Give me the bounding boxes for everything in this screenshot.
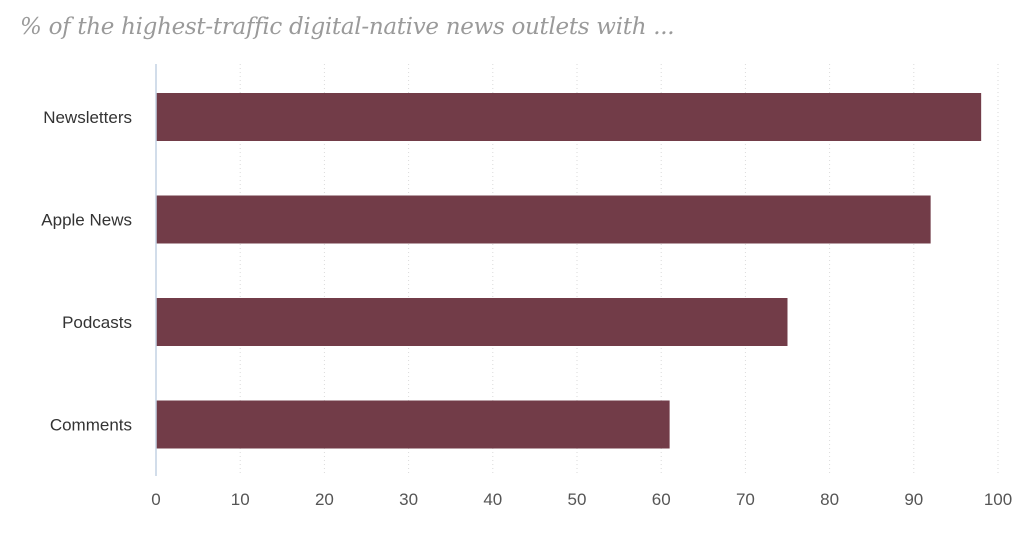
chart-title: % of the highest-traffic digital-native …: [20, 14, 675, 40]
category-label: Newsletters: [43, 108, 132, 127]
bars: [156, 93, 982, 449]
x-tick-label: 100: [984, 490, 1012, 509]
bar: [156, 298, 788, 346]
bar: [156, 93, 982, 141]
x-tick-label: 10: [231, 490, 250, 509]
x-tick-label: 60: [652, 490, 671, 509]
x-axis-ticks: 0 10 20 30 40 50 60 70 80 90 100: [151, 490, 1012, 509]
category-labels: Newsletters Apple News Podcasts Comments: [41, 108, 132, 435]
x-tick-label: 70: [736, 490, 755, 509]
x-tick-label: 90: [904, 490, 923, 509]
x-tick-label: 50: [568, 490, 587, 509]
x-tick-label: 80: [820, 490, 839, 509]
x-tick-label: 20: [315, 490, 334, 509]
category-label: Apple News: [41, 211, 132, 230]
x-tick-label: 0: [151, 490, 160, 509]
category-label: Comments: [50, 416, 132, 435]
x-tick-label: 40: [483, 490, 502, 509]
bar: [156, 400, 670, 449]
x-tick-label: 30: [399, 490, 418, 509]
bar: [156, 195, 931, 244]
category-label: Podcasts: [62, 313, 132, 332]
